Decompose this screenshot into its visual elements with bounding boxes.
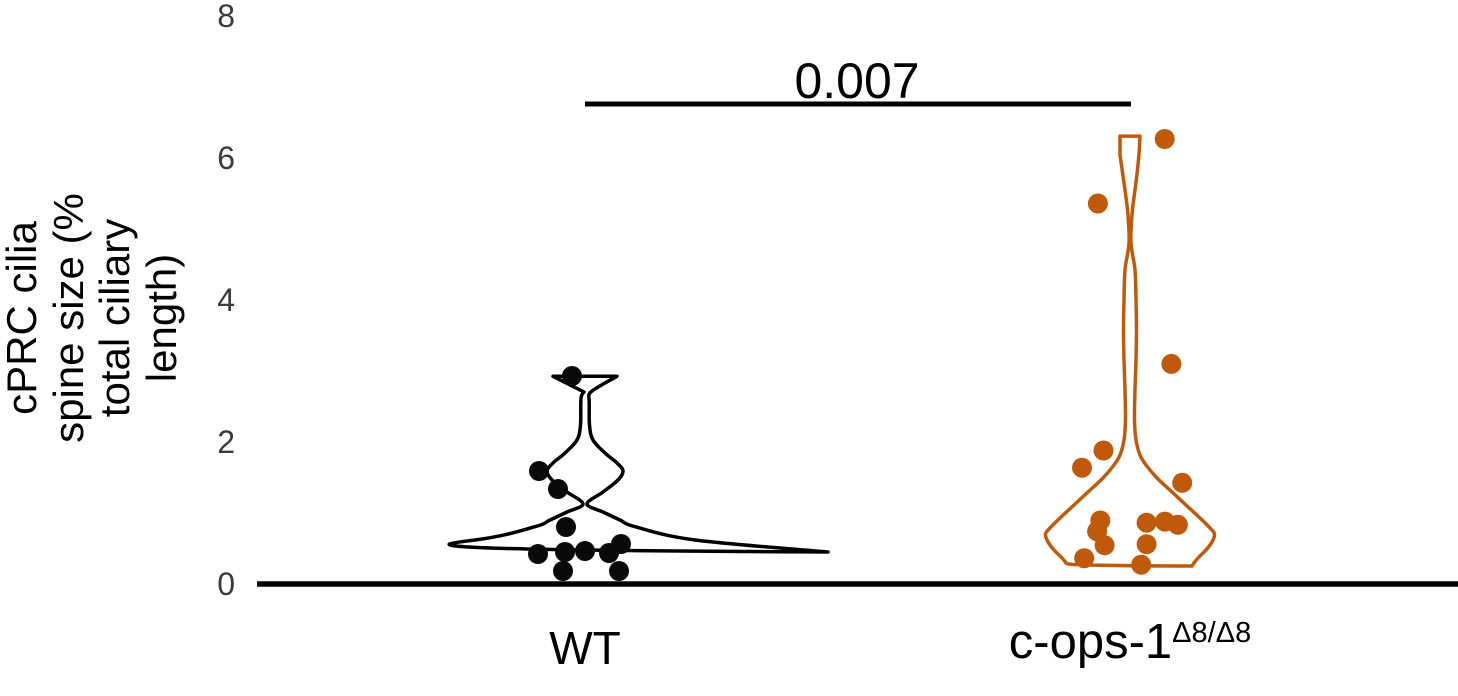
svg-text:6: 6	[217, 140, 235, 176]
svg-text:cPRC cilia: cPRC cilia	[0, 221, 45, 415]
svg-text:WT: WT	[549, 622, 621, 674]
svg-text:0: 0	[217, 566, 235, 602]
svg-text:c-ops-1Δ8/Δ8: c-ops-1Δ8/Δ8	[1009, 615, 1251, 669]
svg-text:4: 4	[217, 282, 235, 318]
svg-text:total ciliary: total ciliary	[91, 219, 138, 417]
svg-text:0.007: 0.007	[794, 53, 919, 109]
svg-text:2: 2	[217, 424, 235, 460]
svg-text:length): length)	[138, 254, 185, 382]
svg-text:spine size (%: spine size (%	[45, 193, 92, 443]
svg-text:8: 8	[217, 0, 235, 34]
